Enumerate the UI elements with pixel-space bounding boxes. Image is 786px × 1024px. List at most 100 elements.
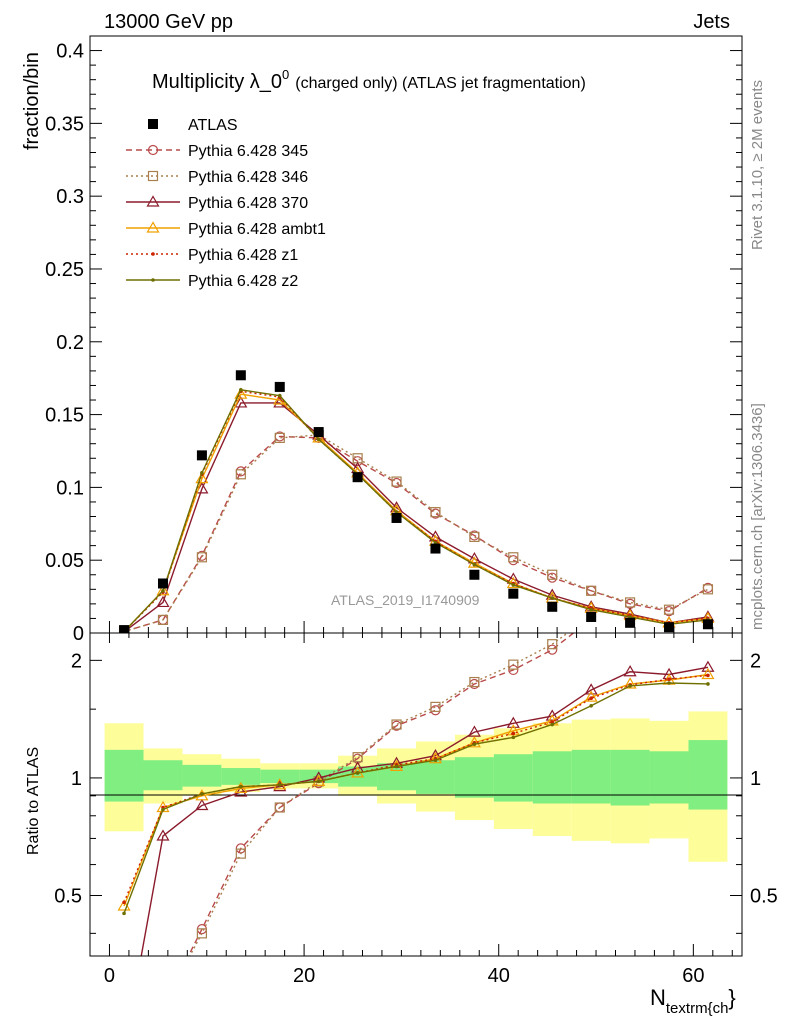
main-ytick-label: 0.2 <box>56 332 84 354</box>
ratio-point-pythia-6-428-346 <box>508 659 519 670</box>
main-ytick-label: 0.15 <box>45 405 84 427</box>
point-pythia-6-428-346 <box>469 531 480 542</box>
main-panel: ATLAS_2019_I1740909 Multiplicity λ_00(ch… <box>45 35 743 645</box>
band-inner <box>610 749 650 806</box>
ratio-line-pythia-6-428-z2 <box>123 682 708 914</box>
point-pythia-6-428-z2 <box>550 596 555 600</box>
main-ytick-label: 0.4 <box>56 41 84 63</box>
ratio-bands <box>104 711 728 862</box>
ratio-point-pythia-6-428-z2 <box>589 703 593 708</box>
legend-item-pythia-6-428-346: Pythia 6.428 346 <box>126 169 308 186</box>
point-pythia-6-428-z2 <box>200 471 204 475</box>
point-atlas <box>702 619 713 630</box>
main-ylabel: fraction/bin <box>21 52 43 150</box>
legend-label-pythia-6-428-ambt1: Pythia 6.428 ambt1 <box>188 221 326 238</box>
ratio-xtick-label: 60 <box>682 965 704 987</box>
point-pythia-6-428-ambt1 <box>195 471 209 484</box>
point-pythia-6-428-z2 <box>277 393 282 398</box>
point-atlas <box>586 611 597 622</box>
ratio-point-pythia-6-428-346 <box>430 701 441 713</box>
ratio-point-pythia-6-428-z2 <box>200 792 204 796</box>
ratio-ytick-label: 1 <box>71 768 82 790</box>
ratio-point-pythia-6-428-346 <box>235 848 246 859</box>
ratio-point-pythia-6-428-370 <box>273 779 287 792</box>
main-ytick-label: 0.05 <box>45 550 84 572</box>
point-pythia-6-428-z2 <box>239 388 243 392</box>
point-pythia-6-428-370 <box>234 396 248 408</box>
ratio-ytick-label: 2 <box>71 650 82 672</box>
ratio-ytick-label-right: 1 <box>750 768 761 790</box>
ratio-marks <box>117 633 715 956</box>
mcplots-label: mcplots.cern.ch [arXiv:1306.3436] <box>749 403 766 630</box>
point-atlas <box>508 588 519 599</box>
ratio-line-pythia-6-428-345 <box>187 633 575 956</box>
point-pythia-6-428-370 <box>156 595 170 608</box>
ratio-point-pythia-6-428-z2 <box>511 735 516 740</box>
point-pythia-6-428-346 <box>157 614 169 625</box>
ratio-point-pythia-6-428-370 <box>623 665 637 677</box>
title-suffix: (charged only) (ATLAS jet fragmentation) <box>295 75 586 92</box>
legend-item-atlas: ATLAS <box>148 117 238 134</box>
legend-label-pythia-6-428-345: Pythia 6.428 345 <box>188 143 308 160</box>
ratio-point-pythia-6-428-z1 <box>667 677 671 681</box>
title-main-text: Multiplicity λ_0 <box>152 71 282 93</box>
x-axis-label: Ntextrm{ch} <box>650 985 736 1017</box>
ratio-panel: 0.5 0.51 12 20 20 40 60 <box>54 632 778 987</box>
ratio-line-pythia-6-428-370 <box>140 666 709 956</box>
point-pythia-6-428-z2 <box>316 437 321 442</box>
legend-label-pythia-6-428-z2: Pythia 6.428 z2 <box>188 273 298 290</box>
ratio-point-pythia-6-428-345 <box>430 705 441 716</box>
point-atlas <box>157 578 168 589</box>
ratio-point-pythia-6-428-346 <box>274 802 285 813</box>
legend: ATLAS Pythia 6.428 345 Pythia 6.428 346 Pyt… <box>126 117 326 290</box>
xlabel-sub: textrm{ch <box>666 1000 729 1017</box>
ratio-point-pythia-6-428-346 <box>469 676 480 688</box>
point-atlas <box>196 450 207 461</box>
ratio-xtick-label: 40 <box>488 965 510 987</box>
point-atlas <box>119 625 130 633</box>
point-pythia-6-428-346 <box>274 432 285 443</box>
ratio-point-pythia-6-428-z1 <box>511 731 516 736</box>
ratio-point-pythia-6-428-346 <box>547 639 558 650</box>
legend-item-pythia-6-428-z2: Pythia 6.428 z2 <box>126 273 298 290</box>
ratio-axes: 0.5 0.51 12 20 20 40 60 <box>54 633 778 987</box>
point-pythia-6-428-z2 <box>589 607 593 612</box>
point-atlas <box>235 370 246 381</box>
ratio-ytick-label: 0.5 <box>54 886 82 908</box>
rivet-label: Rivet 3.1.10, ≥ 2M events <box>749 80 766 250</box>
legend-item-pythia-6-428-ambt1: Pythia 6.428 ambt1 <box>126 221 326 238</box>
point-pythia-6-428-346 <box>702 584 714 595</box>
header-right: Jets <box>693 11 730 33</box>
ratio-xtick-label: 20 <box>293 965 315 987</box>
point-atlas <box>664 622 675 633</box>
ratio-series-pythia-6-428-370 <box>140 660 715 956</box>
point-pythia-6-428-ambt1 <box>234 387 248 399</box>
legend-marker-pythia-6-428-z2 <box>151 278 155 282</box>
point-pythia-6-428-346 <box>391 476 402 487</box>
legend-marker-pythia-6-428-ambt1 <box>146 221 160 233</box>
ratio-point-pythia-6-428-z2 <box>316 779 321 784</box>
point-atlas <box>430 543 441 554</box>
ratio-frame <box>89 632 743 957</box>
point-pythia-6-428-z2 <box>472 562 477 567</box>
legend-label-atlas: ATLAS <box>188 117 238 134</box>
band-inner <box>104 749 144 802</box>
ratio-series-pythia-6-428-z2 <box>122 681 710 916</box>
main-axes: 0 0.05 0.1 0.15 0.2 0.25 0.3 0.35 0.4 <box>45 41 742 645</box>
point-pythia-6-428-ambt1 <box>156 584 170 596</box>
main-ytick-label: 0.35 <box>45 113 84 135</box>
series-line-pythia-6-428-370 <box>123 402 709 633</box>
ratio-point-pythia-6-428-z1 <box>122 900 126 905</box>
ratio-point-pythia-6-428-z2 <box>706 682 710 686</box>
point-pythia-6-428-346 <box>196 552 208 563</box>
point-atlas <box>274 381 285 392</box>
legend-item-pythia-6-428-345: Pythia 6.428 345 <box>126 143 308 160</box>
point-atlas <box>547 601 558 612</box>
ratio-point-pythia-6-428-ambt1 <box>584 690 598 702</box>
point-pythia-6-428-346 <box>586 585 597 596</box>
band-inner <box>221 768 261 785</box>
point-pythia-6-428-z2 <box>161 588 165 593</box>
main-ytick-label: 0 <box>73 623 84 645</box>
ratio-ytick-label-right: 0.5 <box>750 886 778 908</box>
